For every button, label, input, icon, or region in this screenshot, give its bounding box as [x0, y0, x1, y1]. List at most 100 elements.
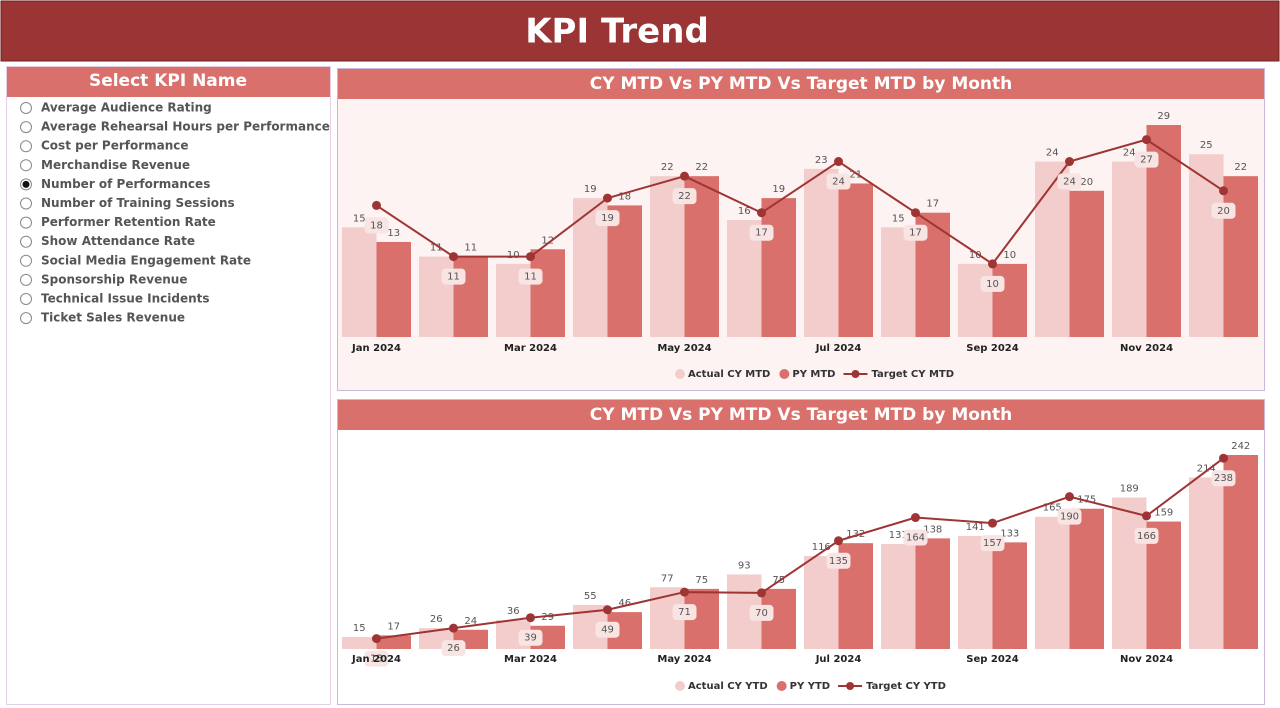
slicer-item[interactable]: Technical Issue Incidents [20, 292, 210, 306]
label-bg [749, 224, 774, 241]
target-point [1142, 511, 1151, 521]
data-label: 36 [507, 606, 520, 617]
legend-swatch [779, 369, 790, 379]
label-bg [1211, 470, 1236, 487]
label-bg [826, 552, 851, 569]
data-label: 133 [1000, 528, 1019, 539]
bar [958, 263, 993, 337]
x-tick-label: Nov 2024 [1120, 343, 1173, 354]
label-bg [980, 275, 1005, 292]
legend-label: Target CY YTD [866, 681, 946, 692]
data-label: 20 [1217, 206, 1230, 217]
slicer-item[interactable]: Show Attendance Rate [20, 234, 196, 248]
x-tick-label: Nov 2024 [1120, 654, 1173, 665]
legend-swatch [846, 682, 855, 690]
x-tick-label: Jul 2024 [815, 654, 862, 665]
slicer-item[interactable]: Ticket Sales Revenue [20, 311, 186, 325]
x-tick-label: Mar 2024 [504, 654, 557, 665]
slicer-item[interactable]: Average Rehearsal Hours per Performance [20, 120, 330, 134]
slicer-title-bar [7, 67, 330, 97]
bar [1189, 477, 1224, 649]
data-label: 24 [1046, 148, 1059, 159]
target-point [1142, 135, 1151, 145]
label-bg [364, 217, 389, 234]
slicer-title: Select KPI Name [89, 71, 247, 91]
label-bg [1057, 173, 1082, 190]
legend-swatch [776, 681, 787, 691]
target-point [526, 613, 535, 623]
bar [342, 636, 377, 649]
x-tick-label: Mar 2024 [504, 343, 557, 354]
header-bar [0, 0, 1280, 62]
data-label: 49 [601, 625, 614, 636]
radio [20, 216, 32, 229]
data-label: 29 [1157, 111, 1170, 122]
x-tick-label: May 2024 [657, 654, 711, 665]
target-point [449, 252, 458, 262]
slicer-item[interactable]: Number of Training Sessions [20, 196, 235, 210]
slicer-item[interactable]: Performer Retention Rate [20, 215, 216, 229]
radio-dot [22, 180, 30, 188]
target-line [375, 138, 1225, 266]
data-label: 23 [815, 155, 828, 166]
label-bg [595, 210, 620, 227]
data-label: 22 [1234, 162, 1247, 173]
radio [20, 102, 32, 114]
slicer-panel [6, 66, 331, 705]
radio [20, 235, 32, 248]
label-bg [595, 621, 620, 638]
data-label: 135 [829, 556, 848, 567]
target-point [680, 171, 689, 181]
data-label: 165 [1043, 503, 1062, 514]
label-bg [1057, 508, 1082, 525]
slicer-item[interactable]: Number of Performances [20, 177, 211, 191]
target-point [1219, 186, 1228, 196]
data-label: 17 [926, 199, 939, 210]
data-label: 190 [1060, 512, 1079, 523]
bar [1035, 161, 1070, 337]
data-label: 24 [1063, 177, 1076, 188]
bar [1112, 497, 1147, 649]
slicer-item-label: Sponsorship Revenue [41, 272, 187, 286]
radio [20, 140, 32, 153]
x-tick-label: May 2024 [657, 343, 711, 354]
label-bg [518, 268, 543, 285]
data-label: 13 [370, 654, 383, 665]
label-bg [441, 268, 466, 285]
x-tick-label: Jan 2024 [351, 343, 401, 354]
slicer-item[interactable]: Sponsorship Revenue [20, 272, 188, 286]
slicer-item-label: Technical Issue Incidents [41, 292, 210, 306]
bar [761, 198, 796, 337]
target-point [1219, 453, 1228, 463]
data-label: 10 [986, 279, 999, 290]
label-bg [980, 535, 1005, 552]
slicer-item[interactable]: Cost per Performance [20, 139, 189, 153]
data-label: 13 [387, 228, 400, 239]
data-label: 39 [524, 633, 537, 644]
bar [881, 543, 916, 649]
bar [1035, 516, 1070, 649]
data-label: 214 [1197, 463, 1216, 474]
data-label: 24 [1123, 148, 1136, 159]
bar [992, 542, 1027, 649]
slicer-item-label: Social Media Engagement Rate [41, 253, 251, 267]
slicer-item-label: Average Audience Rating [41, 101, 212, 115]
data-label: 11 [430, 243, 443, 254]
slicer-item-label: Number of Training Sessions [41, 196, 235, 210]
data-label: 22 [695, 162, 708, 173]
target-point [603, 605, 612, 615]
radio [20, 293, 32, 305]
data-label: 24 [832, 177, 845, 188]
bar [1069, 190, 1104, 337]
data-label: 17 [909, 228, 922, 239]
slicer-item[interactable]: Average Audience Rating [20, 101, 212, 115]
data-label: 75 [695, 575, 708, 586]
legend-swatch [675, 681, 685, 691]
target-point [680, 587, 689, 597]
data-label: 10 [507, 250, 520, 261]
label-bg [826, 173, 851, 190]
slicer-item[interactable]: Merchandise Revenue [20, 158, 191, 172]
data-label: 11 [524, 272, 537, 283]
slicer-item[interactable]: Social Media Engagement Rate [20, 253, 252, 267]
target-point [603, 193, 612, 203]
